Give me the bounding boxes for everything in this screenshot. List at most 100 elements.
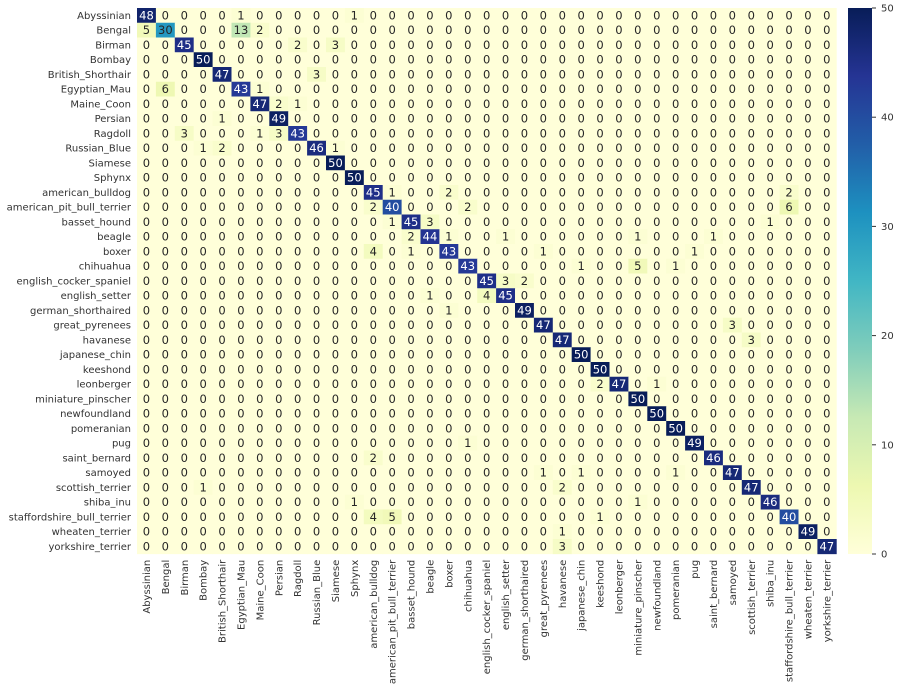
heatmap-cell: [382, 126, 402, 142]
heatmap-cell: [231, 81, 251, 97]
heatmap-cell: [817, 111, 837, 127]
cell-value-label: 0: [218, 333, 225, 347]
cell-value-label: 0: [351, 274, 358, 288]
heatmap-cell: [193, 22, 213, 38]
cell-value-label: 0: [634, 407, 641, 421]
cell-value-label: 0: [540, 274, 547, 288]
cell-value-label: 0: [559, 451, 566, 465]
cell-value-label: 0: [351, 318, 358, 332]
cell-value-label: 0: [634, 126, 641, 140]
cell-value-label: 0: [388, 348, 395, 362]
heatmap-cell: [420, 214, 440, 230]
cell-value-label: 0: [332, 259, 339, 273]
y-tick-label: Birman: [95, 40, 131, 51]
cell-value-label: 0: [577, 38, 584, 52]
colorbar-tick-label: 0: [881, 550, 887, 561]
y-tick-label: chihuahua: [79, 262, 131, 273]
heatmap-cell: [533, 229, 554, 245]
cell-value-label: 0: [237, 244, 244, 258]
cell-value-label: 0: [596, 303, 603, 317]
cell-value-label: 0: [615, 436, 622, 450]
cell-value-label: 0: [577, 244, 584, 258]
cell-value-label: 0: [294, 480, 301, 494]
cell-value-label: 0: [464, 97, 471, 111]
cell-value-label: 0: [502, 23, 509, 37]
cell-value-label: 0: [672, 141, 679, 155]
heatmap-cell: [193, 111, 213, 127]
cell-value-label: 0: [729, 407, 736, 421]
heatmap-cell: [250, 81, 270, 97]
cell-value-label: 0: [143, 53, 150, 67]
cell-value-label: 0: [766, 466, 773, 480]
cell-value-label: 0: [464, 23, 471, 37]
heatmap-cell: [533, 185, 554, 201]
cell-value-label: 0: [577, 318, 584, 332]
cell-value-label: 0: [181, 377, 188, 391]
cell-value-label: 0: [388, 466, 395, 480]
heatmap-cell: [552, 8, 573, 24]
heatmap-cell: [722, 81, 743, 97]
cell-value-label: 0: [445, 377, 452, 391]
heatmap-cell: [382, 214, 402, 230]
heatmap-cell: [779, 22, 799, 38]
heatmap-cell: [533, 8, 554, 24]
cell-value-label: 0: [275, 318, 282, 332]
cell-value-label: 0: [351, 23, 358, 37]
colorbar-tick-label: 10: [881, 440, 894, 451]
cell-value-label: 0: [199, 377, 206, 391]
cell-value-label: 0: [464, 8, 471, 22]
heatmap-cell: [401, 185, 421, 201]
y-tick-label: basset_hound: [62, 217, 131, 228]
cell-value-label: 0: [596, 318, 603, 332]
cell-value-label: 1: [634, 230, 641, 244]
cell-value-label: 0: [634, 480, 641, 494]
cell-value-label: 0: [596, 8, 603, 22]
cell-value-label: 0: [445, 451, 452, 465]
cell-value-label: 0: [577, 23, 584, 37]
heatmap-cell: [401, 52, 421, 68]
cell-value-label: 0: [388, 377, 395, 391]
heatmap-cell: [760, 22, 780, 38]
cell-value-label: 0: [143, 141, 150, 155]
cell-value-label: 0: [521, 215, 528, 229]
cell-value-label: 2: [275, 97, 282, 111]
heatmap-cell: [363, 229, 384, 245]
heatmap-cell: [401, 67, 421, 83]
cell-value-label: 0: [710, 466, 717, 480]
cell-value-label: 0: [521, 525, 528, 539]
heatmap-cell: [571, 140, 591, 156]
cell-value-label: 0: [426, 362, 433, 376]
cell-value-label: 0: [540, 141, 547, 155]
cell-value-label: 0: [162, 510, 169, 524]
cell-value-label: 0: [332, 407, 339, 421]
heatmap-cell: [269, 170, 289, 186]
cell-value-label: 0: [615, 200, 622, 214]
cell-value-label: 0: [502, 97, 509, 111]
cell-value-label: 0: [294, 244, 301, 258]
cell-value-label: 0: [521, 480, 528, 494]
cell-value-label: 0: [237, 377, 244, 391]
cell-value-label: 0: [691, 480, 698, 494]
cell-value-label: 0: [370, 97, 377, 111]
cell-value-label: 0: [351, 289, 358, 303]
cell-value-label: 0: [464, 274, 471, 288]
cell-value-label: 0: [748, 112, 755, 126]
cell-value-label: 0: [351, 466, 358, 480]
cell-value-label: 0: [294, 510, 301, 524]
cell-value-label: 0: [445, 38, 452, 52]
heatmap-cell: [609, 214, 629, 230]
cell-value-label: 0: [672, 244, 679, 258]
heatmap-cell: [628, 229, 648, 245]
cell-value-label: 0: [823, 525, 830, 539]
cell-value-label: 0: [388, 274, 395, 288]
cell-value-label: 0: [766, 348, 773, 362]
cell-value-label: 0: [483, 480, 490, 494]
heatmap-cell: [741, 111, 762, 127]
heatmap-cell: [722, 52, 743, 68]
heatmap-cell: [307, 81, 327, 97]
heatmap-cell: [420, 170, 440, 186]
cell-value-label: 0: [596, 348, 603, 362]
cell-value-label: 0: [615, 525, 622, 539]
heatmap-cell: [231, 8, 251, 24]
cell-value-label: 0: [540, 38, 547, 52]
